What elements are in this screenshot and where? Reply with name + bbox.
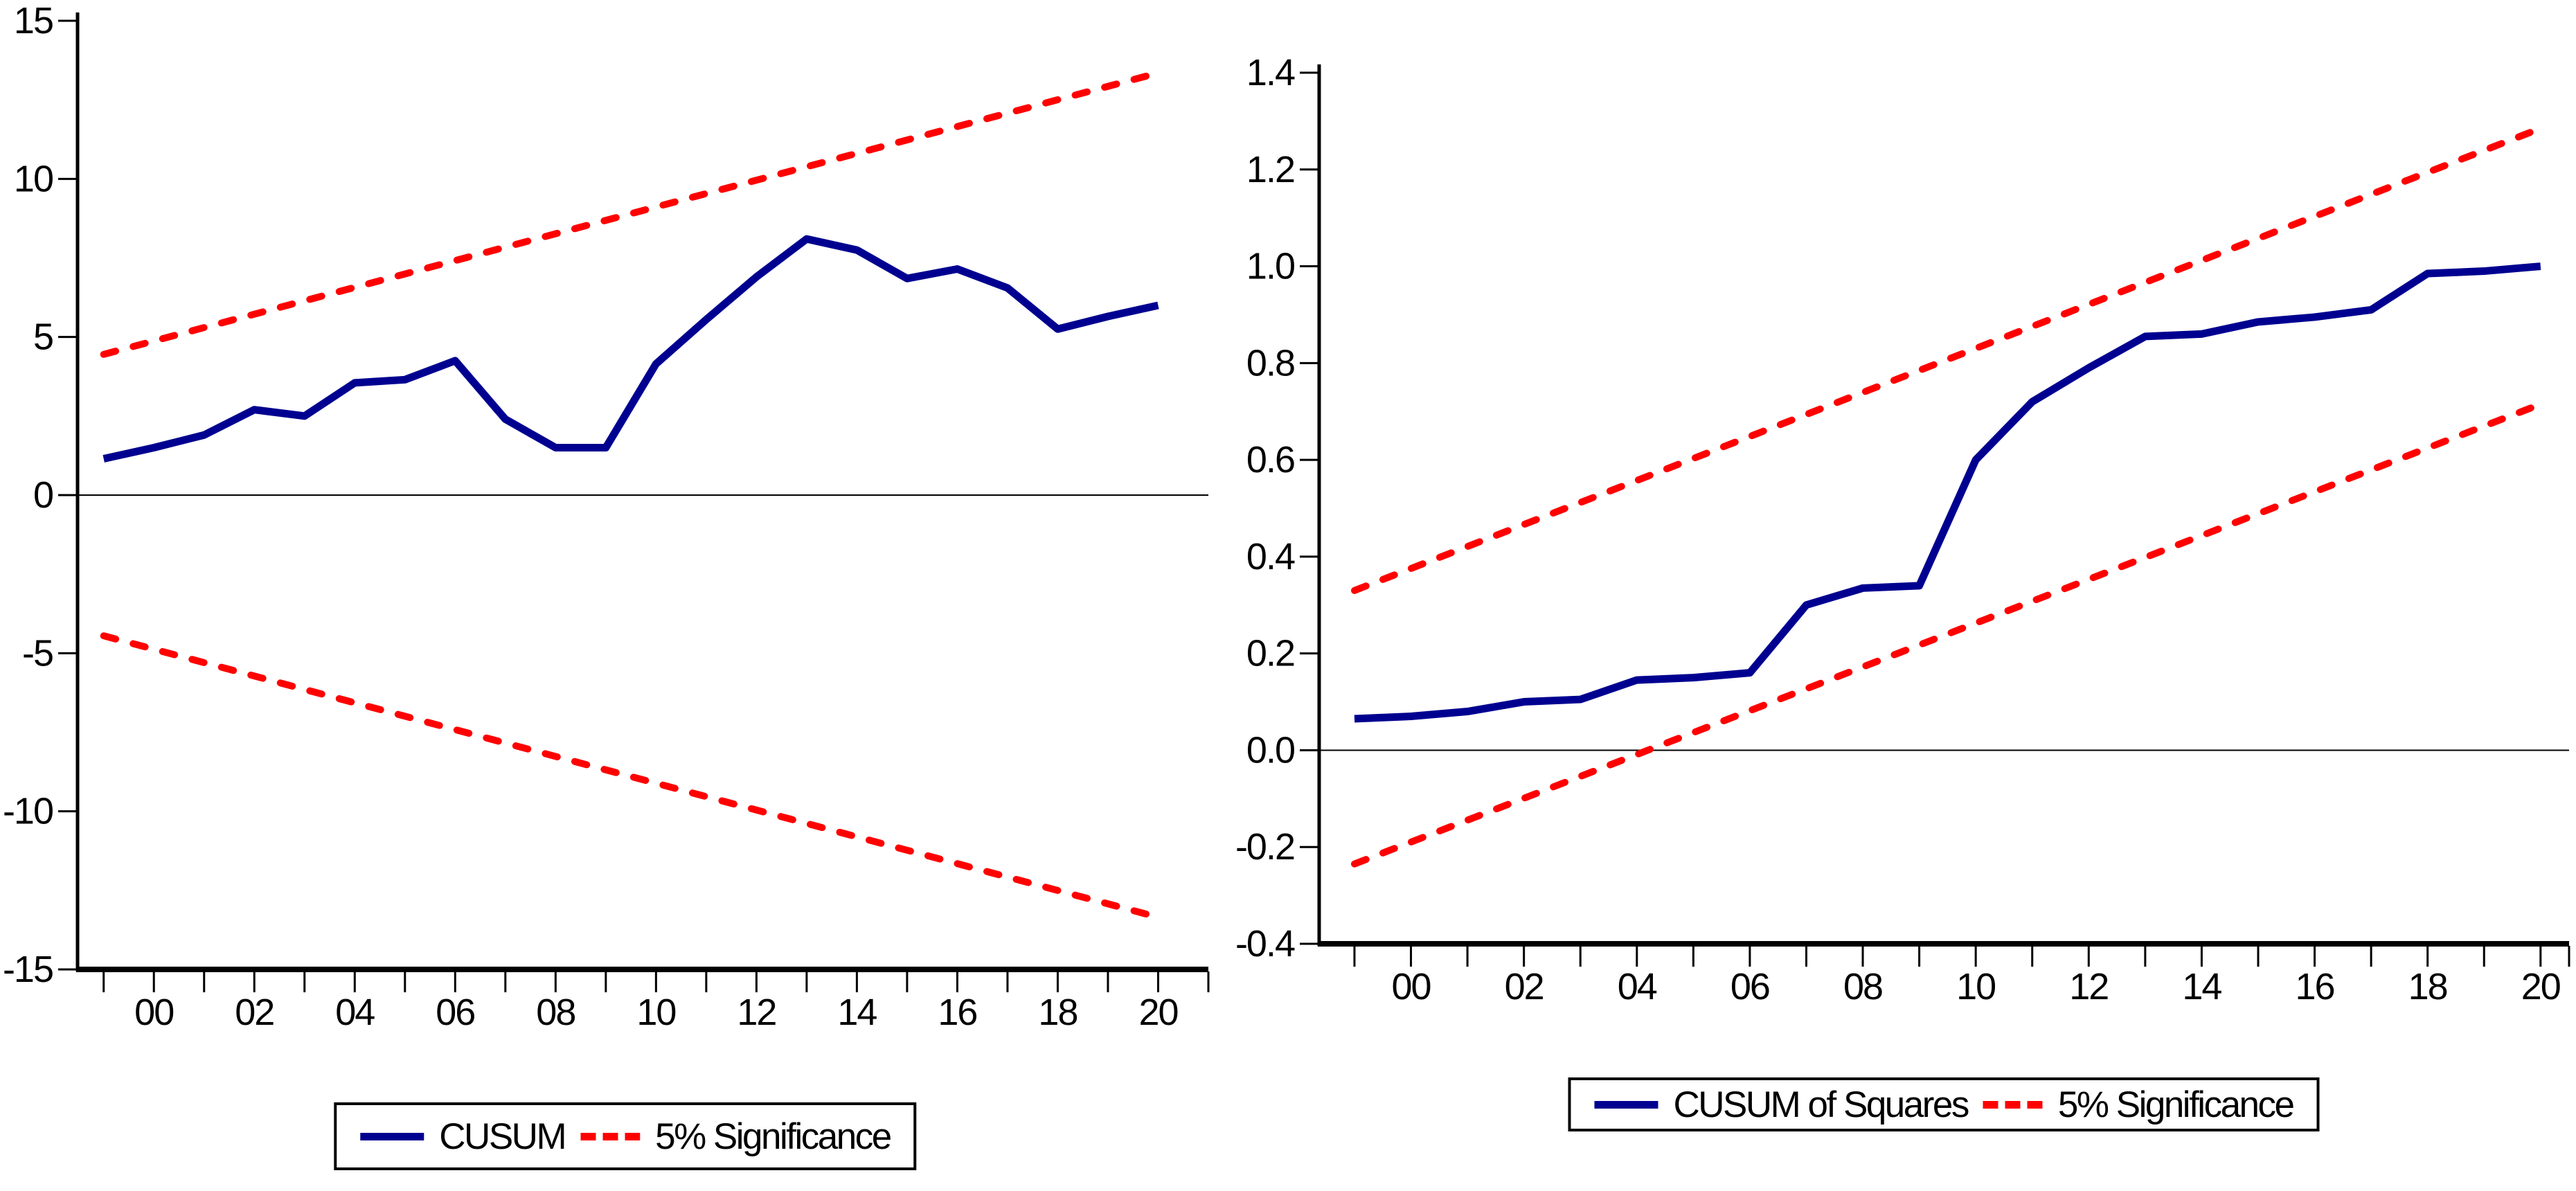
cusumsq-x-tick-label: 04 [1618,966,1657,1008]
cusumsq-y-tick-label: 0.2 [1246,633,1294,674]
cusumsq-x-tick-label: 10 [1956,966,1995,1008]
cusumsq-y-tick-label: -0.4 [1235,923,1295,965]
cusumsq-y-tick-label: 0.6 [1246,439,1294,481]
cusum-y-tick-label: 5 [33,316,53,358]
significance-legend-label: 5% Significance [655,1116,892,1157]
significance-legend-label: 5% Significance [2057,1084,2295,1125]
cusumsq-x-tick-label: 06 [1730,966,1769,1008]
significance-line-swatch [1983,1100,2043,1109]
cusumsq-y-tick-label: 0.8 [1246,342,1294,384]
cusum-x-tick-label: 18 [1038,992,1077,1033]
cusumsq-cusumsq-line [1354,262,2541,723]
cusum-x-tick-label: 16 [938,992,976,1033]
cusum-of-squares-plot: 1.4 1.2 1.0 0.8 0.6 0.4 0.2 0.0 -0.2 -0.4 00 02 04 06… [1235,52,2570,1008]
cusum-plot: 15 10 5 0 -5 -10 -15 00 02 04 06 08 10 12 14 16 18 20 [3,0,1210,1033]
cusumsq-significance-upper [1350,125,2544,594]
cusumsq-legend-label: CUSUM of Squares [1673,1084,1970,1125]
cusumsq-y-tick-label: 1.4 [1246,52,1295,93]
cusum-legend-label: CUSUM [439,1116,566,1157]
cusum-y-tick-label: 15 [14,0,53,42]
cusum-significance-lower [100,632,1162,921]
cusum-y-tick-label: -5 [22,632,53,674]
cusum-y-tick-label: 10 [14,158,53,199]
cusumsq-y-tick-label: 1.2 [1246,149,1294,190]
cusum-x-tick-label: 20 [1138,992,1177,1033]
cusumsq-x-tick-label: 20 [2521,966,2560,1008]
significance-line-swatch [580,1132,641,1140]
cusum-y-tick-label: -10 [3,791,53,832]
cusum-x-tick-label: 00 [134,992,173,1033]
cusum-cusum-line [102,235,1159,463]
cusumsq-x-tick-label: 18 [2408,966,2447,1008]
cusum-x-tick-label: 06 [436,992,474,1033]
cusumsq-y-tick-label: -0.2 [1235,826,1294,868]
cusumsq-x-tick-label: 08 [1843,966,1882,1008]
cusumsq-y-tick-label: 0.0 [1246,729,1294,771]
cusum-x-tick-label: 08 [536,992,575,1033]
cusum-x-tick-label: 12 [737,992,776,1033]
cusum-of-squares-legend: CUSUM of Squares 5% Significance [1568,1077,2320,1131]
cusumsq-x-tick-label: 16 [2296,966,2334,1008]
cusumsq-x-tick-label: 12 [2069,966,2108,1008]
cusumsq-x-tick-label: 00 [1392,966,1431,1008]
cusum-y-tick-label: -15 [3,949,53,990]
cusum-x-tick-label: 14 [837,992,877,1033]
cusumsq-x-tick-label: 02 [1505,966,1544,1008]
cusum-x-tick-label: 02 [235,992,274,1033]
cusumsq-x-tick-label: 14 [2182,966,2221,1008]
cusum-x-tick-label: 04 [335,992,375,1033]
cusumsq-significance-lower [1350,400,2544,868]
cusum-x-tick-label: 10 [636,992,675,1033]
cusum-legend: CUSUM 5% Significance [334,1102,917,1170]
cusum-significance-upper [100,69,1162,358]
cusumsq-line-swatch [1594,1100,1658,1109]
cusum-line-swatch [360,1132,424,1140]
cusumsq-y-tick-label: 0.4 [1246,536,1295,577]
cusumsq-y-tick-label: 1.0 [1246,246,1294,287]
cusum-y-tick-label: 0 [33,474,53,516]
